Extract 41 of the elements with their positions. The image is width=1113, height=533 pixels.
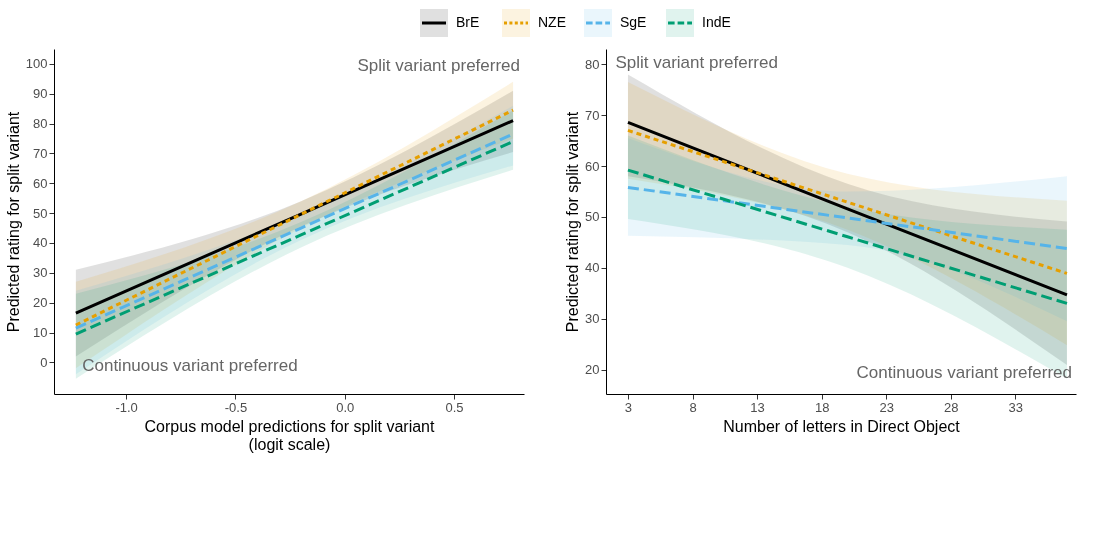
y-tick-label: 100 <box>25 56 48 72</box>
x-tick-label: 28 <box>944 399 959 415</box>
legend-label: IndE <box>702 14 731 30</box>
x-tick-label: -1.0 <box>115 399 138 415</box>
y-tick-label: 40 <box>585 260 600 276</box>
x-axis-title: Corpus model predictions for split variant (logit scale) <box>144 417 436 453</box>
y-tick-label: 80 <box>585 56 600 72</box>
legend-label: NZE <box>538 14 566 30</box>
legend-label: SgE <box>620 14 647 30</box>
y-tick-label: 30 <box>33 265 48 281</box>
y-tick-label: 20 <box>585 362 600 378</box>
annotation: Split variant preferred <box>357 56 520 76</box>
x-tick-label: 3 <box>624 399 633 415</box>
x-tick-label: 13 <box>750 399 765 415</box>
annotation: Split variant preferred <box>615 52 778 72</box>
x-tick-label: 8 <box>689 399 697 415</box>
y-tick-label: 30 <box>585 311 600 327</box>
y-tick-label: 80 <box>33 116 48 132</box>
y-tick-label: 50 <box>585 209 600 225</box>
x-tick-label: 23 <box>879 399 894 415</box>
x-tick-label: 18 <box>814 399 830 415</box>
y-tick-label: 70 <box>33 145 48 161</box>
y-tick-label: 10 <box>33 325 48 341</box>
y-tick-label: 60 <box>33 175 48 191</box>
x-tick-label: 0.0 <box>336 399 355 415</box>
y-tick-label: 60 <box>585 158 600 174</box>
y-tick-label: 40 <box>33 235 48 251</box>
y-tick-label: 0 <box>40 354 48 370</box>
x-tick-label: -0.5 <box>224 399 248 415</box>
y-tick-label: 50 <box>33 205 48 221</box>
y-axis-title: Predicted rating for split variant <box>564 111 582 333</box>
y-axis-title: Predicted rating for split variant <box>4 111 22 333</box>
y-tick-label: 20 <box>33 295 48 311</box>
x-tick-label: 33 <box>1008 399 1024 415</box>
y-tick-label: 90 <box>33 86 48 102</box>
y-tick-label: 70 <box>585 107 600 123</box>
legend-label: BrE <box>456 14 480 30</box>
annotation: Continuous variant preferred <box>82 356 298 376</box>
annotation: Continuous variant preferred <box>856 363 1072 383</box>
x-axis-title: Number of letters in Direct Object <box>723 417 961 435</box>
x-tick-label: 0.5 <box>445 399 464 415</box>
